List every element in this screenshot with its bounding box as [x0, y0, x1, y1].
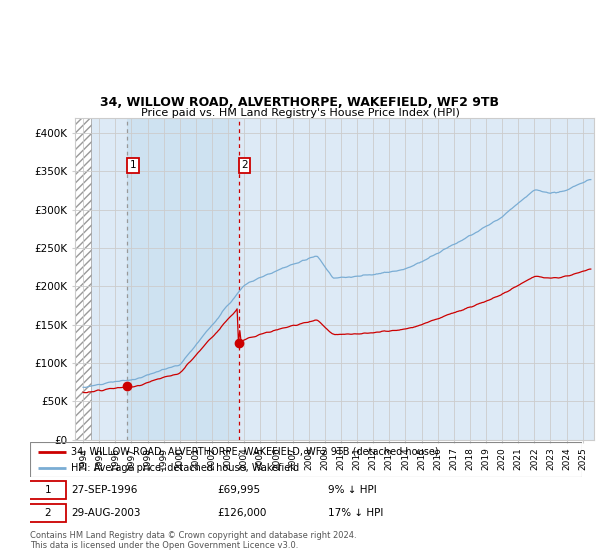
- Text: 34, WILLOW ROAD, ALVERTHORPE, WAKEFIELD, WF2 9TB: 34, WILLOW ROAD, ALVERTHORPE, WAKEFIELD,…: [101, 96, 499, 109]
- FancyBboxPatch shape: [29, 480, 67, 499]
- Bar: [127, 118, 239, 440]
- Text: Price paid vs. HM Land Registry's House Price Index (HPI): Price paid vs. HM Land Registry's House …: [140, 108, 460, 118]
- Text: 1: 1: [130, 160, 136, 170]
- FancyBboxPatch shape: [29, 503, 67, 522]
- Text: 17% ↓ HPI: 17% ↓ HPI: [328, 508, 383, 518]
- Text: £69,995: £69,995: [218, 485, 261, 495]
- Text: 9% ↓ HPI: 9% ↓ HPI: [328, 485, 377, 495]
- Text: 2: 2: [44, 508, 51, 518]
- Text: 27-SEP-1996: 27-SEP-1996: [71, 485, 138, 495]
- Text: HPI: Average price, detached house, Wakefield: HPI: Average price, detached house, Wake…: [71, 463, 299, 473]
- Text: 34, WILLOW ROAD, ALVERTHORPE, WAKEFIELD, WF2 9TB (detached house): 34, WILLOW ROAD, ALVERTHORPE, WAKEFIELD,…: [71, 447, 439, 457]
- Text: 29-AUG-2003: 29-AUG-2003: [71, 508, 141, 518]
- Text: 2: 2: [241, 160, 248, 170]
- Text: £126,000: £126,000: [218, 508, 267, 518]
- Bar: [75, 118, 91, 440]
- Text: 1: 1: [44, 485, 51, 495]
- Text: Contains HM Land Registry data © Crown copyright and database right 2024.
This d: Contains HM Land Registry data © Crown c…: [30, 531, 356, 550]
